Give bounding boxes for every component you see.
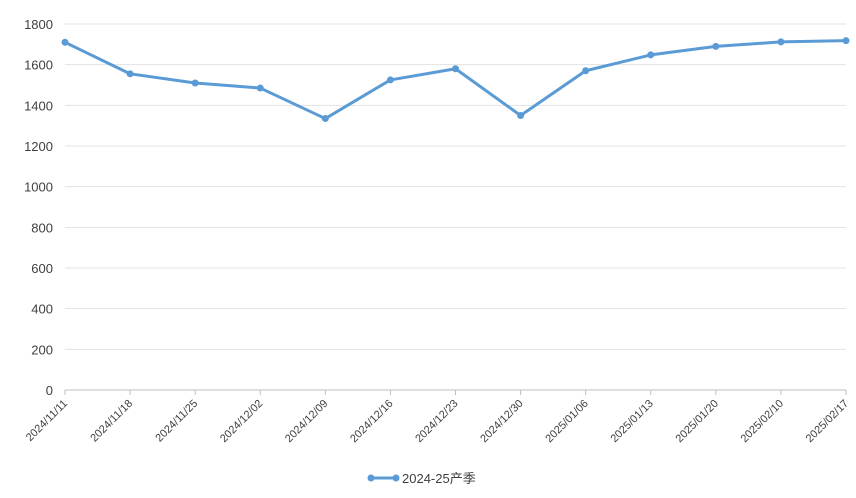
data-point[interactable]	[712, 42, 720, 50]
series-layer	[61, 37, 850, 123]
data-point[interactable]	[517, 112, 525, 119]
x-tick-label: 2025/02/10	[739, 398, 786, 445]
data-point[interactable]	[126, 70, 134, 78]
legend-swatch-marker	[367, 474, 375, 482]
y-tick-label: 1000	[24, 180, 53, 195]
data-point[interactable]	[256, 84, 264, 92]
x-tick-label: 2025/01/13	[608, 398, 655, 445]
legend[interactable]: 2024-25产季	[367, 471, 476, 486]
y-tick-label: 1400	[24, 98, 53, 113]
data-point[interactable]	[321, 115, 329, 123]
x-tick-label: 2024/11/18	[88, 398, 135, 445]
x-tick-label: 2024/12/02	[218, 398, 265, 445]
y-tick-label: 0	[46, 383, 53, 398]
y-tick-label: 800	[31, 220, 53, 235]
x-tick-label: 2025/01/20	[674, 398, 721, 445]
y-tick-label: 400	[31, 302, 53, 317]
x-tick-label: 2024/11/25	[153, 398, 200, 445]
data-point[interactable]	[452, 65, 459, 73]
data-point[interactable]	[647, 51, 655, 59]
data-point[interactable]	[386, 76, 394, 84]
x-axis: 2024/11/11 2024/11/18 2024/11/25 2024/12/02…	[24, 389, 851, 445]
y-tick-label: 1800	[24, 17, 53, 32]
x-tick-label: 2024/12/09	[283, 398, 330, 445]
data-point[interactable]	[582, 67, 590, 75]
series-line	[63, 39, 848, 121]
y-tick-label: 200	[31, 342, 53, 357]
x-tick-label: 2024/11/11	[24, 398, 70, 444]
x-tick-label: 2024/12/23	[413, 398, 460, 445]
y-tick-label: 1600	[24, 58, 53, 73]
y-tick-label: 600	[31, 261, 53, 276]
x-tick-label: 2024/12/30	[478, 398, 525, 445]
legend-swatch-marker	[392, 474, 400, 482]
data-point[interactable]	[61, 38, 69, 46]
gridlines	[65, 23, 846, 350]
y-axis: 0 200 400 600 800 1000 1200 1400 1600 1800	[24, 17, 53, 398]
x-tick-label: 2025/02/17	[804, 398, 851, 445]
x-tick-label: 2024/12/16	[348, 398, 395, 445]
data-point[interactable]	[777, 38, 785, 46]
legend-label: 2024-25产季	[402, 471, 476, 486]
data-point[interactable]	[191, 79, 199, 87]
y-tick-label: 1200	[24, 139, 53, 154]
data-point[interactable]	[842, 37, 850, 45]
x-tick-label: 2025/01/06	[543, 398, 590, 445]
